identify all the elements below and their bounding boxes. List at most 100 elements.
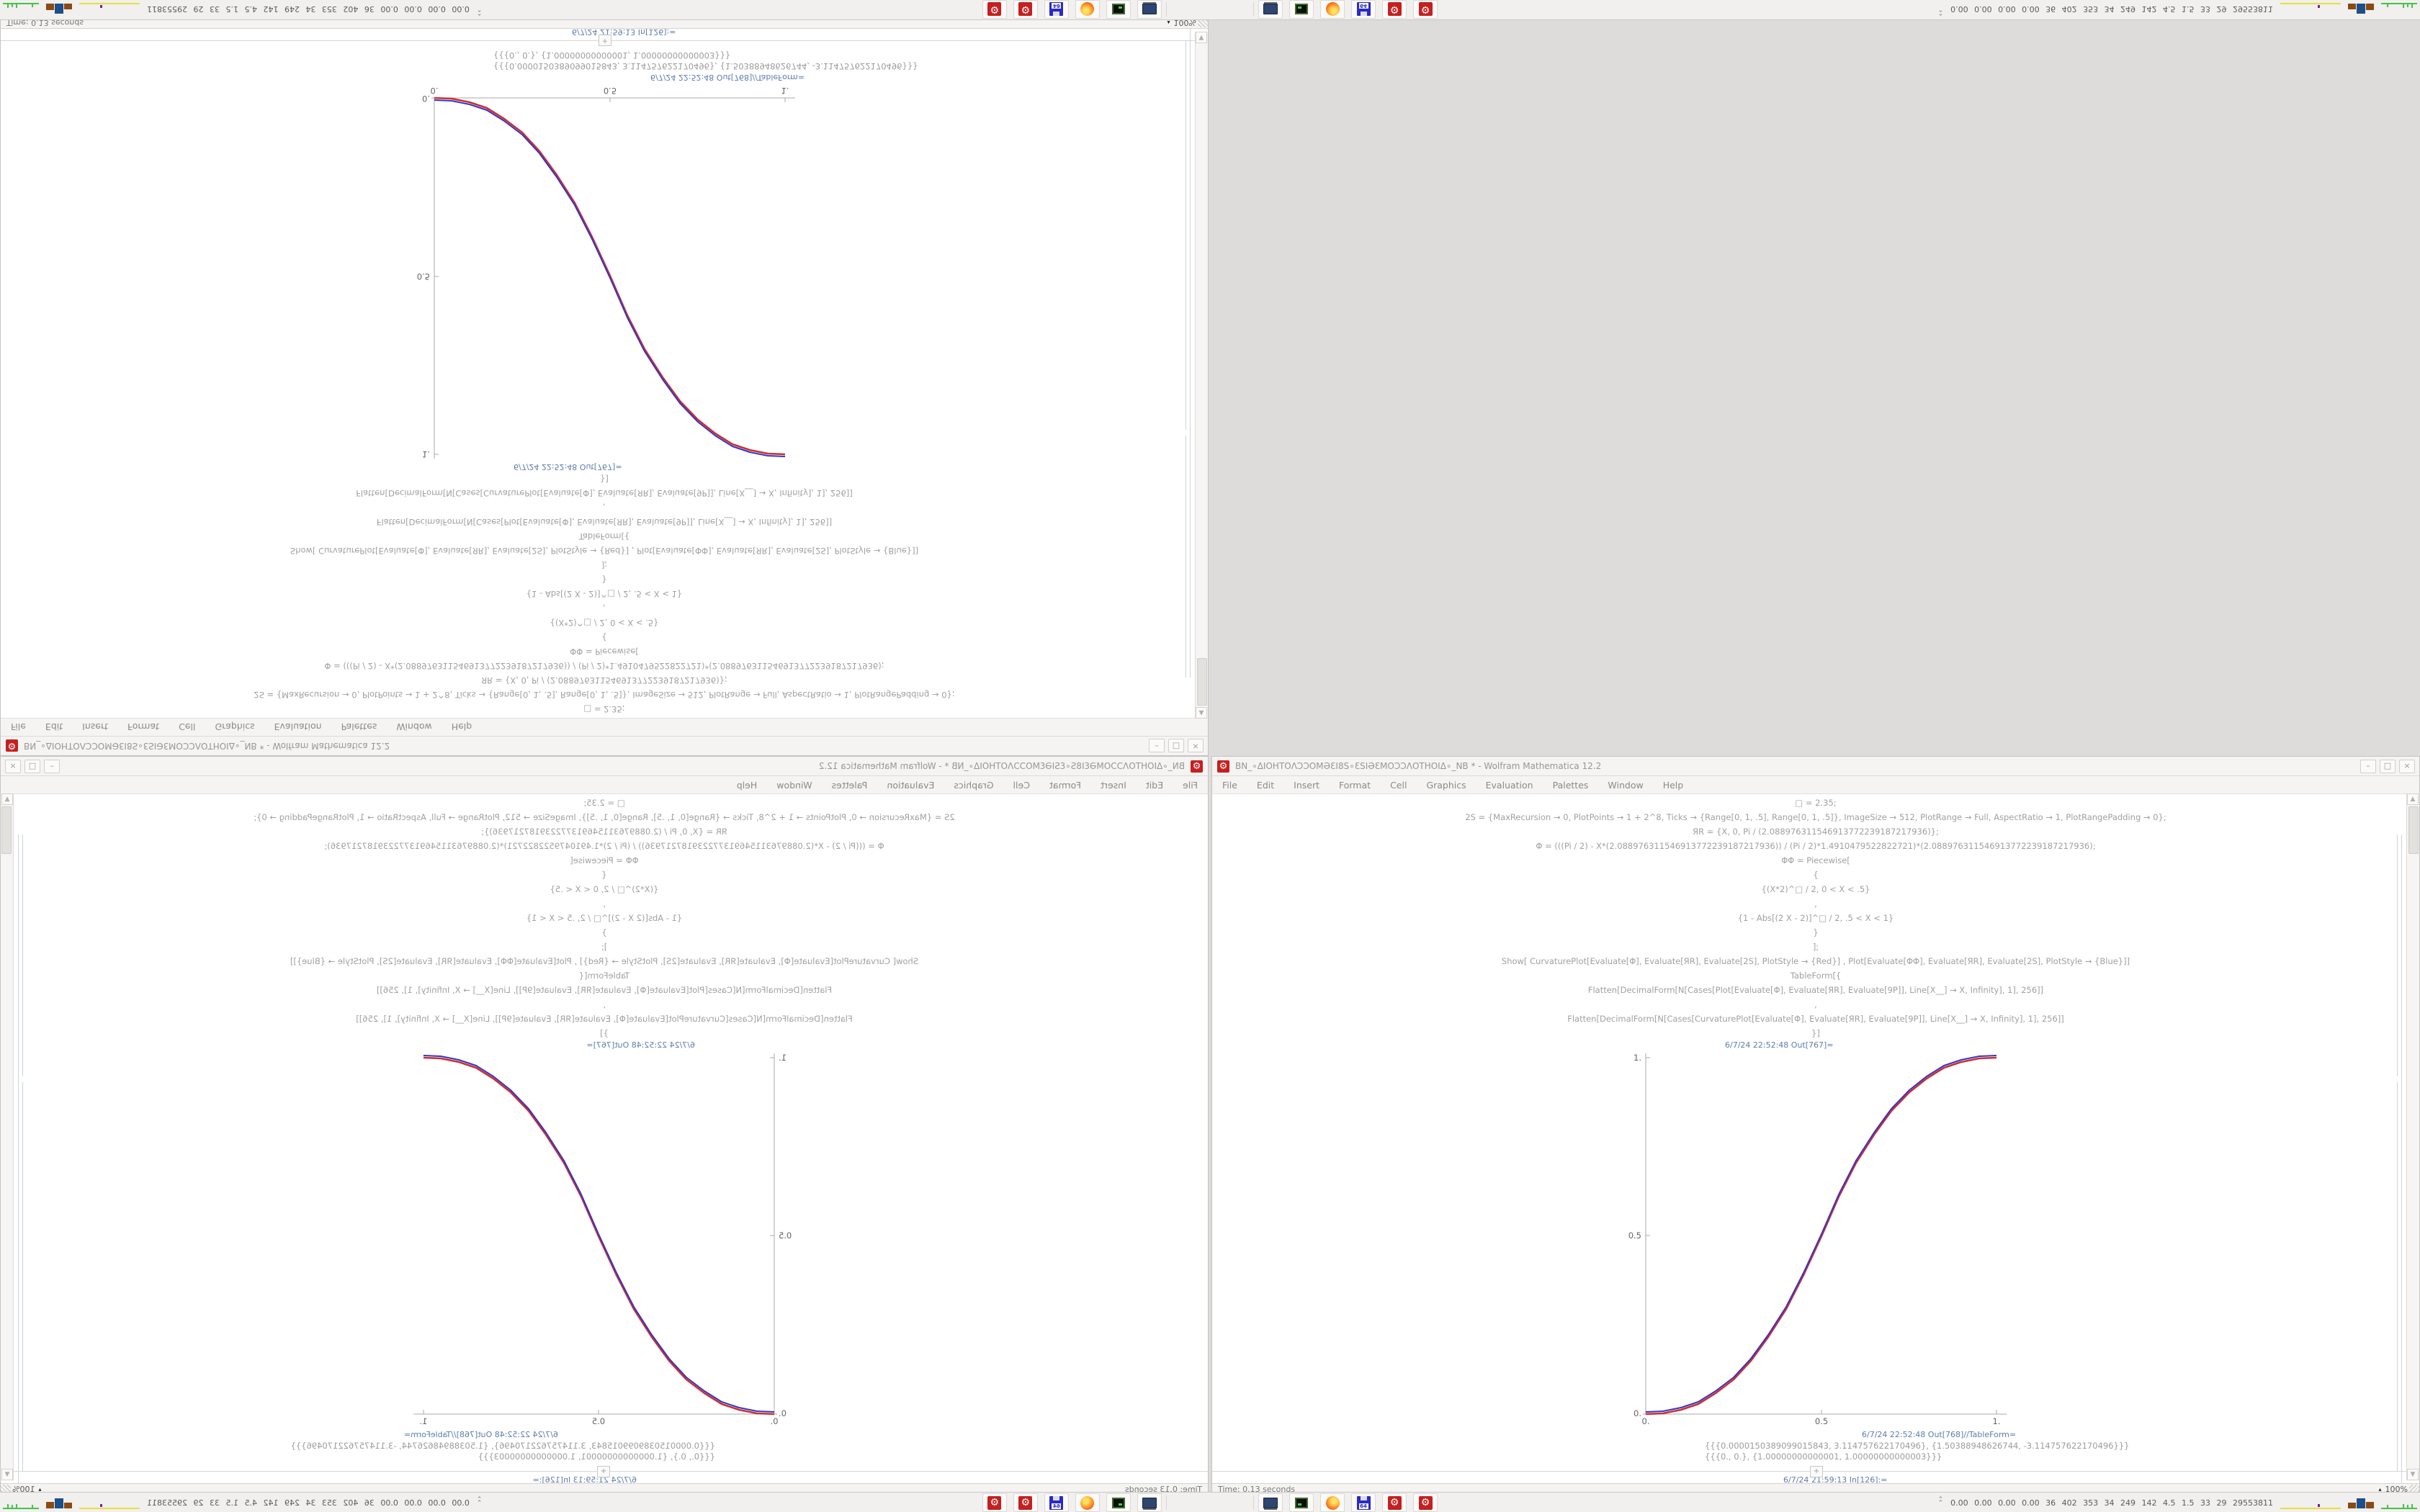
floppy-64-icon[interactable]: 64: [1044, 1493, 1069, 1512]
close-button[interactable]: ×: [5, 760, 21, 773]
window-titlebar[interactable]: ⚙ ΒΝ_∘ΔΙΟΗΤΟΛƆƆΟΜƏƐΙ8S∘ƐSΙƏƐΜΟƆƆΛΟΤΗΟΙΔ∘…: [1, 736, 1208, 755]
minimize-button[interactable]: –: [1149, 739, 1165, 752]
notebook-content[interactable]: □ = 2.35; 2S = {MaxRecursion → 0, PlotPo…: [1, 29, 1208, 718]
menu-help[interactable]: Help: [1662, 779, 1684, 791]
mathematica-gear-icon[interactable]: ⚙: [1413, 0, 1438, 19]
magnification-value[interactable]: 100%: [12, 1485, 35, 1492]
menu-window[interactable]: Window: [776, 779, 812, 791]
terminal-icon[interactable]: [1106, 0, 1131, 19]
input-cell[interactable]: □ = 2.35; 2S = {MaxRecursion → 0, PlotPo…: [1, 472, 1208, 718]
menu-insert[interactable]: Insert: [82, 721, 108, 733]
menu-file[interactable]: File: [1183, 779, 1198, 791]
scrollbar-thumb[interactable]: [1, 806, 12, 854]
menu-format[interactable]: Format: [1339, 779, 1371, 791]
mathematica-gear-icon[interactable]: ⚙: [982, 1493, 1007, 1512]
menu-graphics[interactable]: Graphics: [954, 779, 994, 791]
menu-cell[interactable]: Cell: [1013, 779, 1030, 791]
floppy-64-icon[interactable]: 64: [1044, 0, 1069, 19]
next-input-cell[interactable]: + 6/7/24 21:59:13 In[126]:=: [1212, 1466, 2419, 1483]
insert-cell-plus[interactable]: +: [597, 1466, 610, 1477]
menu-window[interactable]: Window: [1608, 779, 1644, 791]
menu-edit[interactable]: Edit: [45, 721, 63, 733]
vertical-scrollbar[interactable]: ▲ ▼: [2406, 793, 2419, 1480]
magnifier-popup-icon[interactable]: ▴: [1167, 20, 1170, 26]
menu-cell[interactable]: Cell: [179, 721, 196, 733]
resize-grip[interactable]: [1, 1485, 11, 1492]
monitor-icon[interactable]: [1137, 0, 1162, 19]
firefox-icon[interactable]: [1320, 1493, 1345, 1512]
menu-help[interactable]: Help: [451, 721, 472, 733]
terminal-icon[interactable]: [1289, 1493, 1314, 1512]
scroll-up-button[interactable]: ▲: [2407, 793, 2419, 805]
mathematica-gear-icon[interactable]: ⚙: [1013, 0, 1038, 19]
menu-file[interactable]: File: [11, 721, 26, 733]
menu-evaluation[interactable]: Evaluation: [887, 779, 935, 791]
menu-help[interactable]: Help: [736, 779, 758, 791]
input-cell-bracket[interactable]: [22, 834, 26, 1076]
monitor-icon[interactable]: [1258, 1493, 1283, 1512]
mathematica-gear-icon[interactable]: ⚙: [1382, 0, 1407, 19]
terminal-icon[interactable]: [1106, 1493, 1131, 1512]
notebook-content[interactable]: □ = 2.35; 2S = {MaxRecursion → 0, PlotPo…: [1, 794, 1208, 1483]
insert-cell-plus[interactable]: +: [599, 35, 611, 46]
firefox-icon[interactable]: [1075, 1493, 1100, 1512]
chevron-up-icon[interactable]: ⌃ ⌃: [476, 5, 483, 16]
input-cell-bracket[interactable]: [1183, 436, 1186, 678]
menu-format[interactable]: Format: [1049, 779, 1081, 791]
scroll-down-button[interactable]: ▼: [1196, 32, 1207, 43]
menu-cell[interactable]: Cell: [1390, 779, 1407, 791]
magnifier-popup-icon[interactable]: ▴: [2378, 1486, 2382, 1492]
insert-cell-plus[interactable]: +: [1810, 1466, 1823, 1477]
mathematica-gear-icon[interactable]: ⚙: [1013, 1493, 1038, 1512]
window-titlebar[interactable]: ⚙ ΒΝ_∘ΔΙΟΗΤΟΛƆƆΟΜƏƐΙ8S∘ƐSΙƏƐΜΟƆƆΛΟΤΗΟΙΔ∘…: [1, 757, 1208, 776]
floppy-64-icon[interactable]: 64: [1351, 1493, 1376, 1512]
chevron-up-icon[interactable]: ⌃ ⌃: [1937, 5, 1944, 16]
firefox-icon[interactable]: [1075, 0, 1100, 19]
vertical-scrollbar[interactable]: ▲ ▼: [1, 793, 14, 1480]
cell-group-bracket[interactable]: [1187, 29, 1191, 678]
minimize-button[interactable]: –: [2360, 760, 2376, 773]
window-titlebar[interactable]: ⚙ ΒΝ_∘ΔΙΟΗΤΟΛƆƆΟΜƏƐΙ8S∘ƐSΙƏƐΜΟƆƆΛΟΤΗΟΙΔ∘…: [1212, 757, 2419, 776]
menu-palettes[interactable]: Palettes: [831, 779, 868, 791]
magnification-value[interactable]: 100%: [1173, 20, 1196, 27]
scroll-down-button[interactable]: ▼: [2407, 1469, 2419, 1480]
next-input-cell[interactable]: + 6/7/24 21:59:13 In[126]:=: [1, 29, 1208, 46]
menu-edit[interactable]: Edit: [1256, 779, 1275, 791]
vertical-scrollbar[interactable]: ▲ ▼: [1195, 32, 1208, 719]
chevron-up-icon[interactable]: ⌃ ⌃: [476, 1496, 483, 1507]
monitor-icon[interactable]: [1137, 1493, 1162, 1512]
cell-group-bracket[interactable]: [18, 834, 22, 1483]
resize-grip[interactable]: [1198, 20, 1208, 27]
terminal-icon[interactable]: [1289, 0, 1314, 19]
scrollbar-thumb[interactable]: [1197, 658, 1207, 706]
magnification-value[interactable]: 100%: [2385, 1485, 2408, 1492]
chevron-up-icon[interactable]: ⌃ ⌃: [1937, 1496, 1944, 1507]
menu-window[interactable]: Window: [396, 721, 432, 733]
menu-file[interactable]: File: [1222, 779, 1237, 791]
close-button[interactable]: ×: [1188, 739, 1204, 752]
menu-graphics[interactable]: Graphics: [215, 721, 255, 733]
firefox-icon[interactable]: [1320, 0, 1345, 19]
scroll-up-button[interactable]: ▲: [1196, 707, 1207, 719]
scroll-down-button[interactable]: ▼: [1, 1469, 13, 1480]
input-cell[interactable]: □ = 2.35; 2S = {MaxRecursion → 0, PlotPo…: [1212, 794, 2419, 1040]
mathematica-gear-icon[interactable]: ⚙: [982, 0, 1007, 19]
menu-format[interactable]: Format: [127, 721, 160, 733]
output-cell-bracket[interactable]: [2394, 1082, 2398, 1471]
close-button[interactable]: ×: [2399, 760, 2415, 773]
menu-graphics[interactable]: Graphics: [1426, 779, 1466, 791]
floppy-64-icon[interactable]: 64: [1351, 0, 1376, 19]
menu-evaluation[interactable]: Evaluation: [274, 721, 322, 733]
maximize-button[interactable]: □: [24, 760, 40, 773]
minimize-button[interactable]: –: [44, 760, 60, 773]
next-input-cell[interactable]: + 6/7/24 21:59:13 In[126]:=: [1, 1466, 1208, 1483]
input-cell[interactable]: □ = 2.35; 2S = {MaxRecursion → 0, PlotPo…: [1, 794, 1208, 1040]
menu-palettes[interactable]: Palettes: [341, 721, 377, 733]
scrollbar-thumb[interactable]: [2408, 806, 2419, 854]
mathematica-gear-icon[interactable]: ⚙: [1382, 1493, 1407, 1512]
menu-insert[interactable]: Insert: [1294, 779, 1319, 791]
menu-insert[interactable]: Insert: [1101, 779, 1126, 791]
menu-evaluation[interactable]: Evaluation: [1485, 779, 1533, 791]
cell-group-bracket[interactable]: [2398, 834, 2402, 1483]
menu-edit[interactable]: Edit: [1145, 779, 1164, 791]
